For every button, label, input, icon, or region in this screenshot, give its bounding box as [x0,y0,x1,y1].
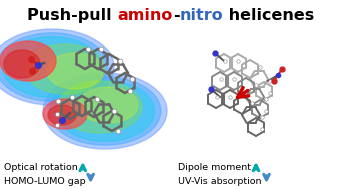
Text: -: - [173,8,180,23]
Polygon shape [78,87,138,123]
Polygon shape [49,77,161,145]
Polygon shape [0,29,114,105]
Text: nitro: nitro [180,8,223,23]
Polygon shape [43,99,87,129]
Polygon shape [55,81,155,141]
Polygon shape [4,50,40,78]
Text: Optical rotation: Optical rotation [4,163,81,171]
Text: Dipole moment: Dipole moment [178,163,254,171]
Polygon shape [0,33,108,101]
Polygon shape [0,41,56,81]
Polygon shape [58,81,142,133]
Text: amino: amino [118,8,173,23]
Polygon shape [25,44,105,94]
Text: Push-pull: Push-pull [27,8,118,23]
Polygon shape [47,53,103,89]
Polygon shape [2,37,102,97]
Polygon shape [43,73,167,149]
Polygon shape [48,105,76,125]
Text: HOMO-LUMO gap: HOMO-LUMO gap [4,177,89,185]
Text: UV-Vis absorption: UV-Vis absorption [178,177,264,185]
Text: helicenes: helicenes [223,8,315,23]
